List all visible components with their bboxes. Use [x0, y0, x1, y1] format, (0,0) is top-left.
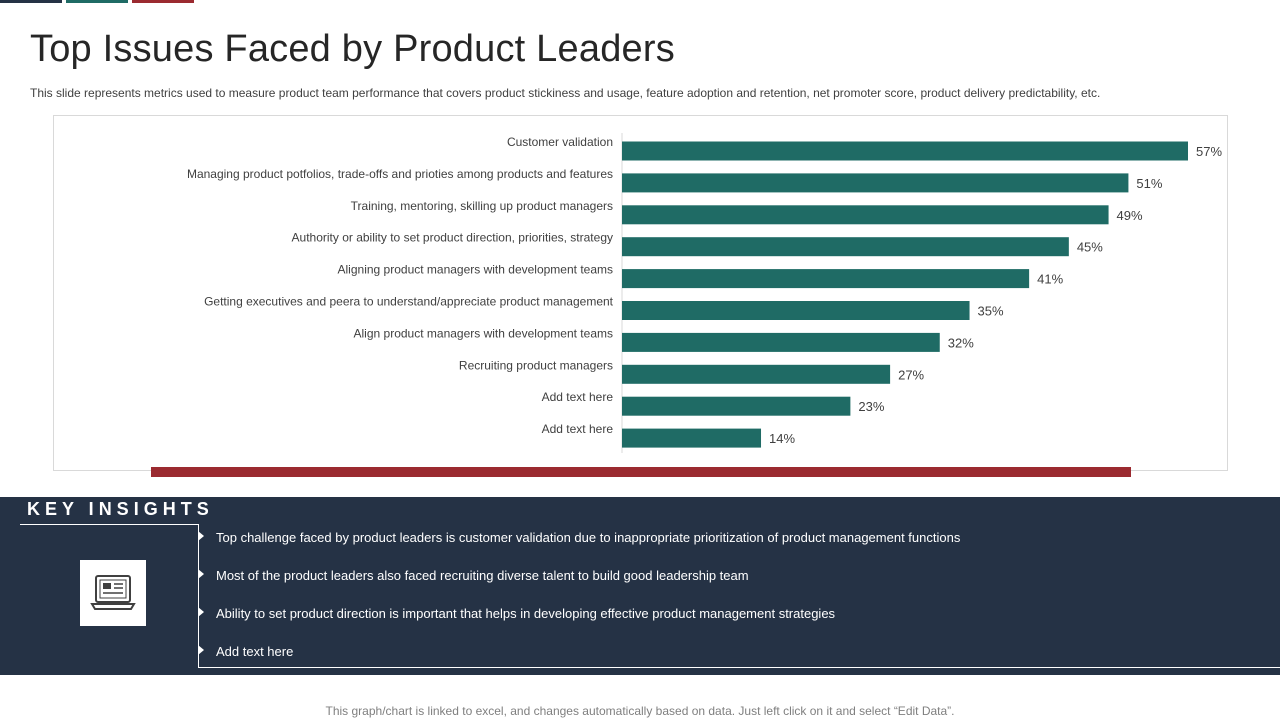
bar[interactable] — [622, 205, 1109, 225]
bullet-arrow-icon — [198, 569, 204, 579]
data-label: 23% — [858, 399, 884, 414]
bar[interactable] — [622, 301, 970, 320]
accent-bar-teal — [66, 0, 128, 3]
data-label: 57% — [1196, 144, 1222, 159]
category-label: Add text here — [542, 422, 614, 436]
category-label: Getting executives and peera to understa… — [204, 295, 614, 309]
red-divider — [151, 467, 1131, 477]
category-label: Add text here — [542, 390, 614, 404]
insight-text: Add text here — [216, 644, 294, 659]
slide-title: Top Issues Faced by Product Leaders — [30, 28, 675, 70]
bullet-arrow-icon — [198, 607, 204, 617]
insight-item: Most of the product leaders also faced r… — [198, 568, 749, 583]
insight-text: Top challenge faced by product leaders i… — [216, 530, 961, 545]
category-label: Recruiting product managers — [459, 358, 613, 372]
category-label: Training, mentoring, skilling up product… — [351, 199, 613, 213]
bar[interactable] — [622, 173, 1129, 193]
footer-note: This graph/chart is linked to excel, and… — [325, 704, 955, 718]
key-insights-heading: KEY INSIGHTS — [27, 499, 214, 519]
insight-item: Ability to set product direction is impo… — [198, 606, 835, 621]
insight-text: Ability to set product direction is impo… — [216, 606, 836, 621]
bar[interactable] — [622, 237, 1069, 257]
category-label: Aligning product managers with developme… — [338, 263, 613, 277]
accent-bar-red — [132, 0, 194, 3]
data-label: 27% — [898, 367, 924, 382]
insight-text: Most of the product leaders also faced r… — [216, 568, 749, 583]
data-label: 49% — [1117, 208, 1143, 223]
category-label: Authority or ability to set product dire… — [292, 231, 613, 245]
insights-icon-box — [80, 560, 146, 626]
category-label: Managing product potfolios, trade-offs a… — [187, 167, 613, 181]
bullet-arrow-icon — [198, 645, 204, 655]
data-label: 41% — [1037, 272, 1063, 287]
data-label: 51% — [1136, 176, 1162, 191]
category-label: Align product managers with development … — [354, 326, 613, 340]
laptop-icon — [90, 575, 136, 610]
panel-vertical-divider — [198, 524, 199, 668]
slide-subtitle: This slide represents metrics used to me… — [30, 86, 1101, 100]
insight-item: Top challenge faced by product leaders i… — [198, 530, 960, 545]
bullet-arrow-icon — [198, 531, 204, 541]
data-label: 14% — [769, 431, 795, 446]
bar[interactable] — [622, 364, 891, 384]
bar[interactable] — [622, 141, 1188, 161]
accent-bar-navy — [0, 0, 62, 3]
bar-chart[interactable]: Customer validation 57% Managing product p… — [53, 115, 1228, 471]
bar[interactable] — [622, 332, 940, 352]
panel-bottom-divider — [198, 667, 1280, 668]
bar[interactable] — [622, 269, 1030, 289]
category-label: Customer validation — [507, 135, 613, 149]
bar[interactable] — [622, 396, 851, 416]
insight-item: Add text here — [198, 644, 293, 659]
data-label: 35% — [978, 304, 1004, 319]
key-insights-panel: KEY INSIGHTS Top challenge faced by prod… — [0, 497, 1280, 675]
data-label: 45% — [1077, 240, 1103, 255]
bar[interactable] — [622, 428, 762, 448]
heading-underline — [20, 524, 198, 525]
data-label: 32% — [948, 335, 974, 350]
